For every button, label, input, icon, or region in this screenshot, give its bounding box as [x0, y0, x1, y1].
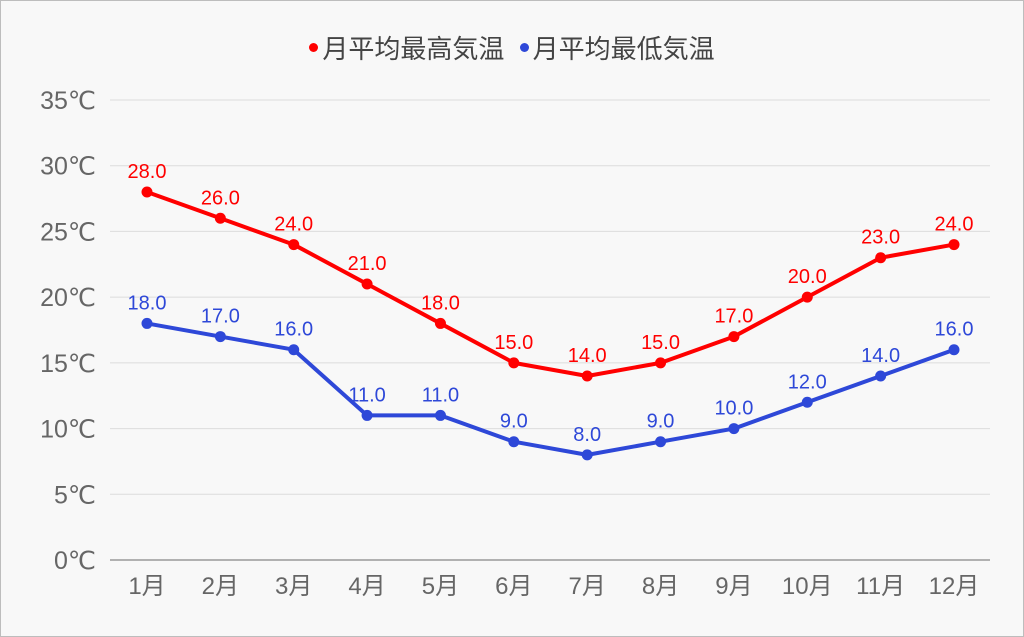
- data-point: [655, 436, 667, 448]
- data-point: [508, 357, 520, 369]
- data-label: 8.0: [573, 424, 601, 446]
- x-tick-label: 5月: [422, 573, 459, 600]
- data-point: [141, 186, 153, 198]
- y-tick-label: 0℃: [54, 547, 96, 575]
- data-point: [581, 449, 593, 461]
- legend-item-min[interactable]: 月平均最低気温: [519, 29, 715, 66]
- x-tick-label: 4月: [348, 573, 385, 600]
- data-point: [288, 239, 300, 251]
- data-label: 24.0: [274, 214, 313, 236]
- data-point: [728, 423, 740, 435]
- data-point: [434, 409, 446, 421]
- data-label: 10.0: [714, 398, 753, 420]
- data-label: 18.0: [421, 292, 460, 314]
- legend-item-max[interactable]: 月平均最高気温: [309, 29, 504, 66]
- x-tick-label: 12月: [929, 573, 980, 600]
- legend-label-min: 月平均最低気温: [532, 34, 715, 64]
- y-tick-label: 5℃: [54, 481, 96, 509]
- data-label: 11.0: [348, 384, 385, 406]
- data-label: 26.0: [201, 187, 240, 209]
- data-point: [655, 357, 667, 369]
- x-tick-label: 11月: [856, 573, 905, 600]
- data-label: 15.0: [494, 332, 533, 354]
- data-label: 20.0: [788, 266, 827, 288]
- data-point: [434, 317, 446, 329]
- legend-marker-max: [309, 43, 319, 52]
- y-tick-label: 15℃: [40, 350, 96, 378]
- x-tick-label: 3月: [275, 573, 312, 600]
- data-point: [875, 370, 887, 382]
- data-point: [948, 344, 960, 356]
- data-point: [728, 331, 740, 343]
- data-label: 17.0: [201, 306, 240, 328]
- legend-marker-min: [519, 43, 529, 52]
- legend: 月平均最高気温 月平均最低気温: [0, 28, 1024, 66]
- data-label: 21.0: [348, 253, 387, 275]
- data-label: 18.0: [128, 292, 167, 314]
- data-point: [801, 291, 813, 303]
- data-label: 16.0: [274, 319, 313, 341]
- x-tick-label: 9月: [715, 573, 752, 600]
- data-label: 23.0: [861, 227, 900, 249]
- series-line-0: [146, 190, 955, 378]
- x-tick-label: 7月: [569, 573, 606, 600]
- data-label: 15.0: [641, 332, 680, 354]
- data-label: 17.0: [714, 306, 753, 328]
- y-tick-label: 20℃: [40, 284, 96, 312]
- data-point: [288, 344, 300, 356]
- data-label: 24.0: [935, 214, 974, 236]
- legend-label-max: 月平均最高気温: [322, 34, 505, 64]
- data-label: 9.0: [500, 411, 528, 433]
- x-tick-label: 2月: [202, 573, 239, 600]
- data-point: [214, 331, 226, 343]
- data-point: [361, 409, 373, 421]
- data-label: 9.0: [647, 411, 675, 433]
- x-tick-label: 10月: [782, 573, 833, 600]
- y-tick-label: 10℃: [40, 416, 96, 444]
- data-label: 28.0: [128, 161, 167, 183]
- data-label: 14.0: [861, 345, 900, 367]
- data-label: 11.0: [422, 384, 459, 406]
- x-tick-label: 6月: [495, 573, 532, 600]
- data-label: 16.0: [935, 319, 974, 341]
- y-tick-label: 30℃: [40, 153, 96, 181]
- data-point: [508, 436, 520, 448]
- data-point: [875, 252, 887, 264]
- x-tick-label: 1月: [128, 573, 165, 600]
- data-point: [948, 239, 960, 251]
- data-point: [141, 317, 153, 329]
- series-line-1: [146, 321, 955, 457]
- data-point: [581, 370, 593, 382]
- data-label: 14.0: [568, 345, 607, 367]
- y-tick-label: 35℃: [40, 87, 96, 115]
- data-label: 12.0: [788, 371, 827, 393]
- y-tick-label: 25℃: [40, 218, 96, 246]
- x-tick-label: 8月: [642, 573, 679, 600]
- data-point: [801, 396, 813, 408]
- data-point: [361, 278, 373, 290]
- data-point: [214, 212, 226, 224]
